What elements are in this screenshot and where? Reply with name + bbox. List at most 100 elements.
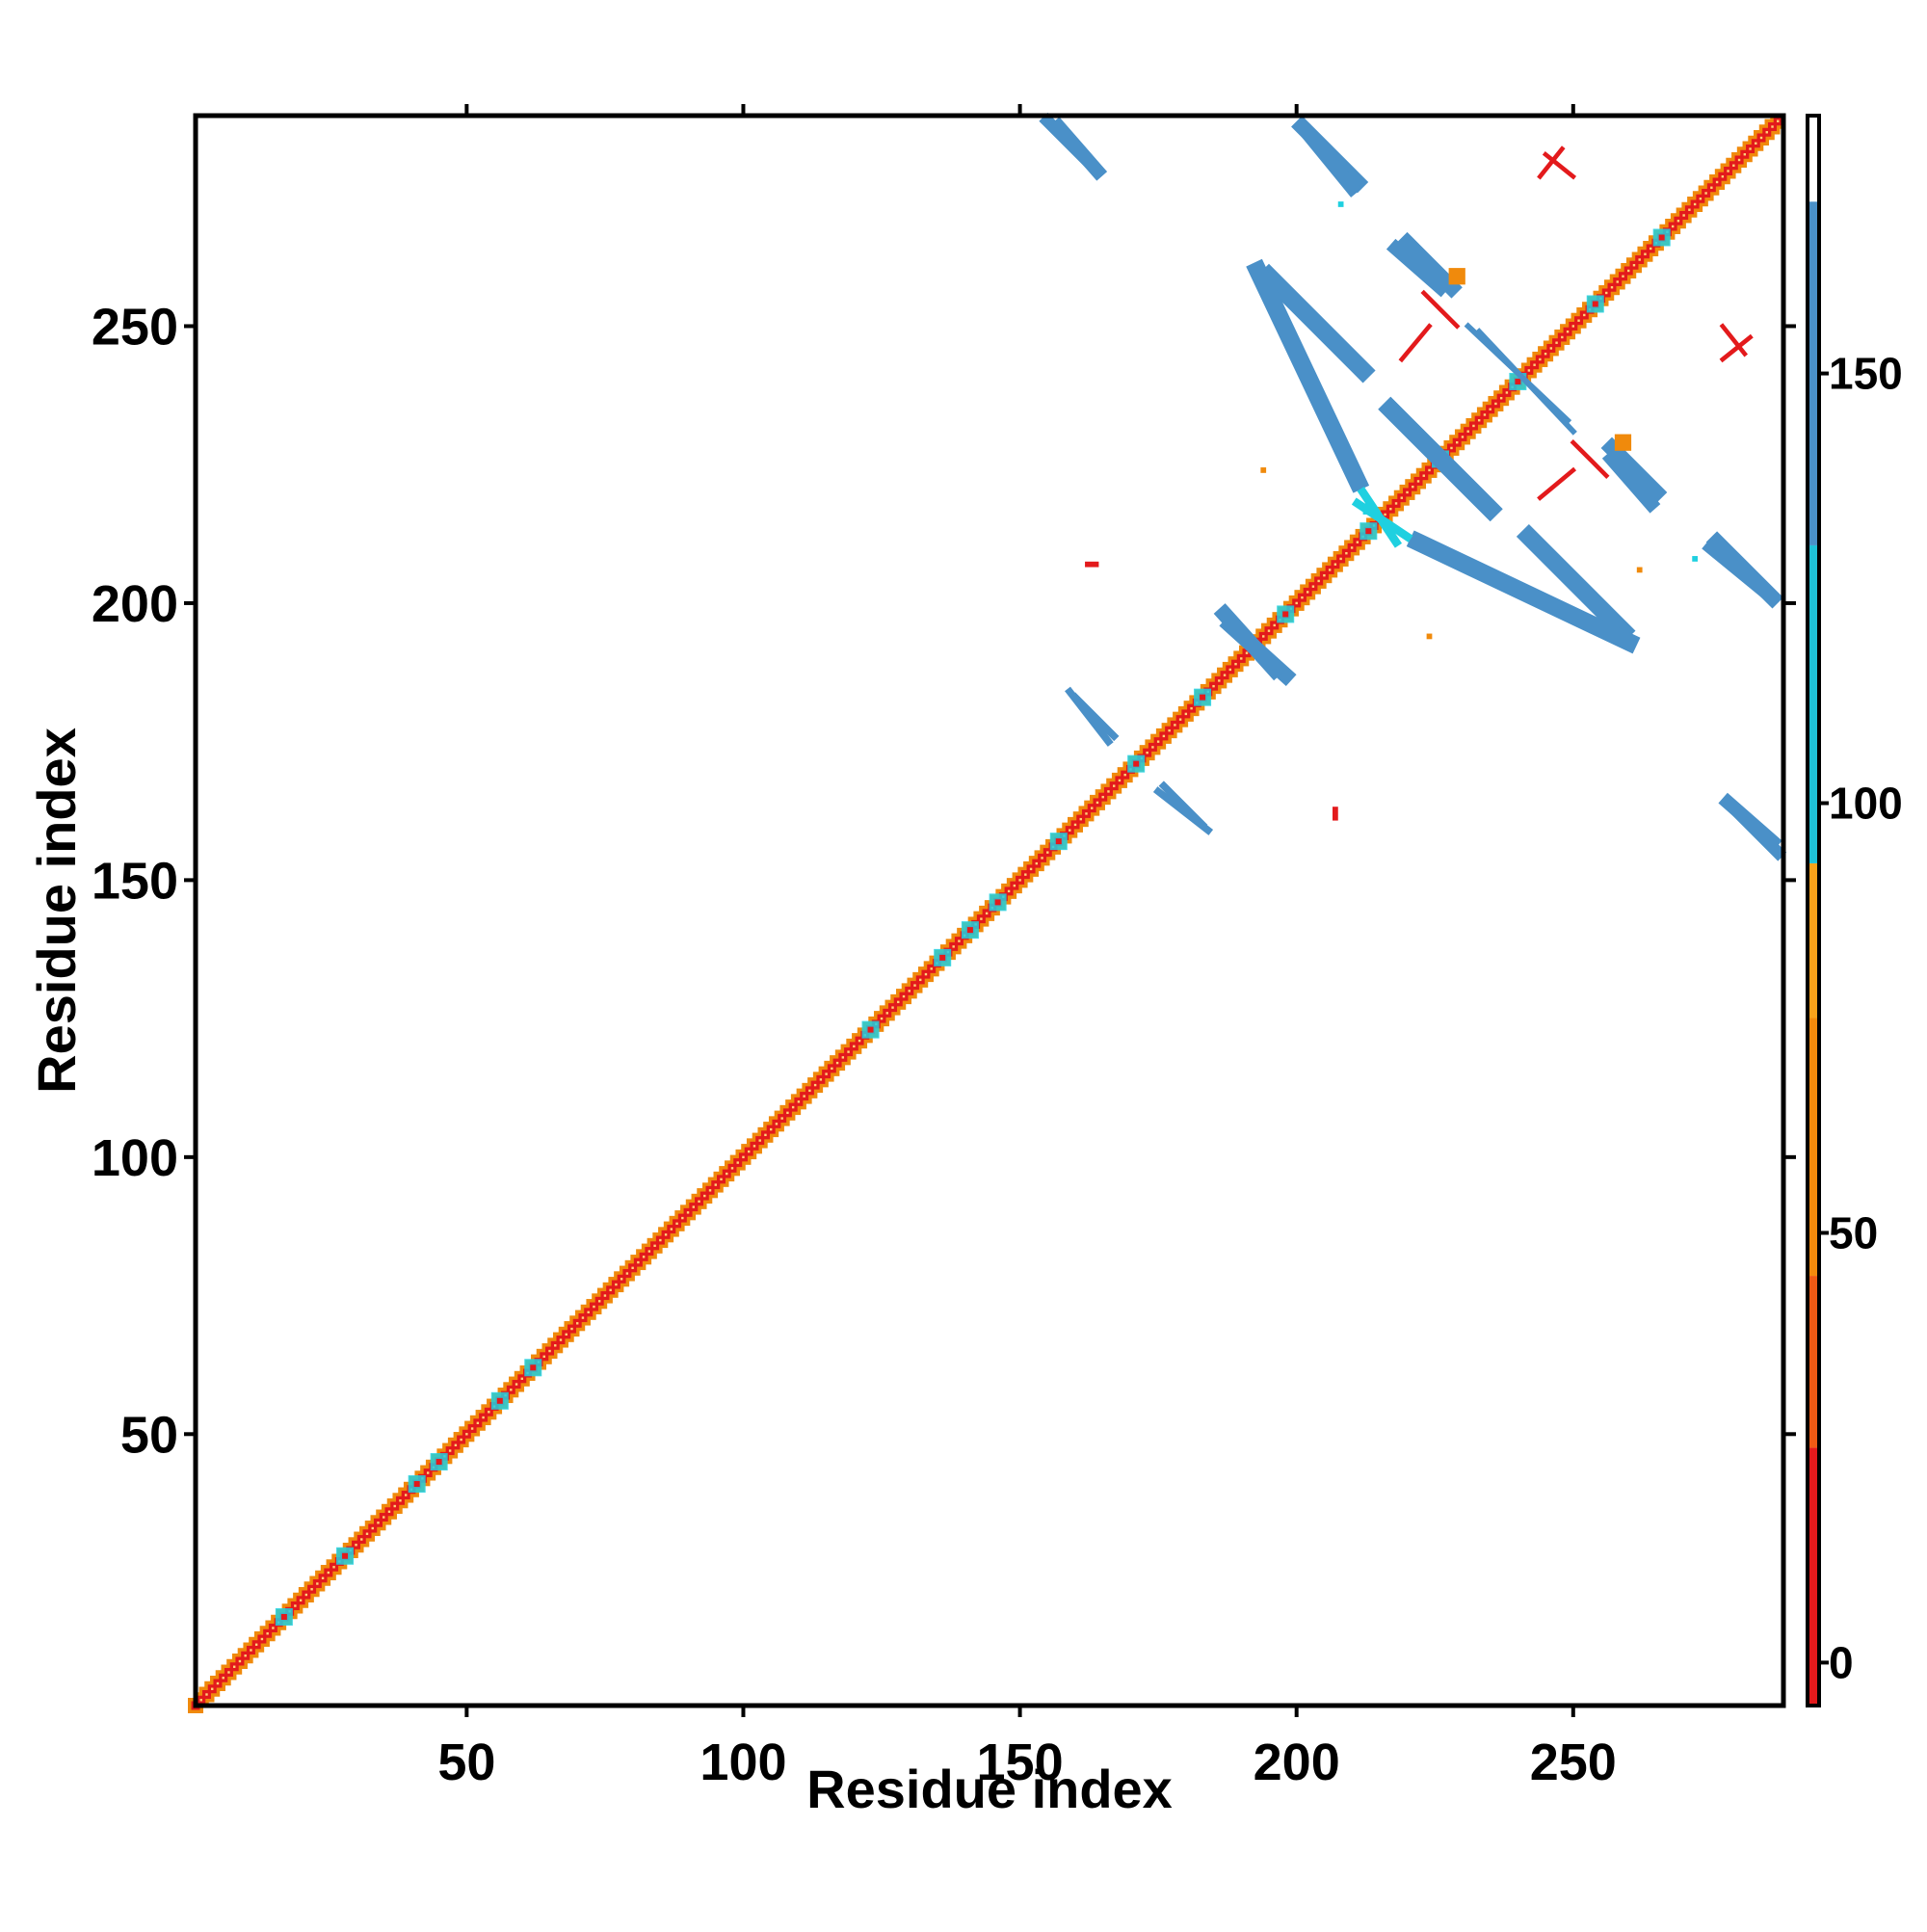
diagonal-core-cell bbox=[835, 1061, 839, 1065]
diagonal-core-cell bbox=[1046, 851, 1049, 854]
diagonal-core-cell bbox=[1732, 164, 1735, 167]
diagonal-cell bbox=[280, 1614, 287, 1621]
contact-spot bbox=[1426, 633, 1433, 640]
contact-stripe-mirror bbox=[1213, 603, 1286, 681]
diagonal-core-cell bbox=[332, 1566, 335, 1569]
diagonal-core-cell bbox=[1168, 728, 1171, 732]
diagonal-core-cell bbox=[488, 1411, 490, 1414]
diagonal-core-cell bbox=[831, 1067, 833, 1071]
diagonal-core-cell bbox=[448, 1449, 452, 1452]
diagonal-core-cell bbox=[913, 984, 916, 987]
diagonal-core-cell bbox=[1356, 541, 1359, 543]
diagonal-core-cell bbox=[1035, 861, 1039, 865]
diagonal-core-cell bbox=[698, 1200, 700, 1204]
diagonal-core-cell bbox=[1428, 468, 1431, 472]
diagonal-core-cell bbox=[1676, 220, 1680, 223]
colorbar-band bbox=[1808, 1447, 1819, 1706]
diagonal-core-cell bbox=[692, 1205, 695, 1208]
diagonal-core-cell bbox=[299, 1599, 303, 1601]
diagonal-core-cell bbox=[1743, 153, 1747, 156]
diagonal-core-cell bbox=[542, 1355, 545, 1359]
diagonal-core-cell bbox=[1240, 657, 1243, 660]
diagonal-core-cell bbox=[1101, 795, 1104, 799]
diagonal-core-cell bbox=[476, 1421, 480, 1424]
colorbar-band bbox=[1808, 201, 1819, 545]
diagonal-core-cell bbox=[1450, 446, 1453, 450]
diagonal-cell bbox=[994, 899, 1001, 906]
diagonal-core-cell bbox=[897, 1000, 900, 1004]
diagonal-core-cell bbox=[482, 1416, 485, 1419]
diagonal-core-cell bbox=[426, 1471, 430, 1474]
diagonal-core-cell bbox=[1267, 629, 1271, 632]
diagonal-core-cell bbox=[205, 1693, 208, 1696]
diagonal-core-cell bbox=[1483, 413, 1487, 416]
contact-stripe bbox=[1537, 466, 1577, 501]
diagonal-core-cell bbox=[232, 1665, 236, 1668]
diagonal-cell bbox=[413, 1481, 420, 1488]
diagonal-core-cell bbox=[752, 1145, 756, 1148]
diagonal-cell bbox=[966, 927, 973, 934]
diagonal-core-cell bbox=[377, 1522, 380, 1524]
diagonal-core-cell bbox=[819, 1078, 823, 1081]
y-tick-label: 250 bbox=[92, 298, 178, 356]
diagonal-core-cell bbox=[1649, 247, 1652, 251]
diagonal-core-cell bbox=[1622, 275, 1624, 278]
diagonal-core-cell bbox=[1190, 706, 1193, 710]
diagonal-core-cell bbox=[1627, 269, 1630, 273]
diagonal-core-cell bbox=[1771, 125, 1774, 128]
diagonal-core-cell bbox=[1539, 357, 1542, 361]
diagonal-core-cell bbox=[1644, 252, 1647, 255]
diagonal-core-cell bbox=[653, 1244, 656, 1248]
diagonal-core-cell bbox=[597, 1300, 601, 1303]
diagonal-core-cell bbox=[1018, 879, 1021, 882]
diagonal-core-cell bbox=[659, 1238, 662, 1242]
diagonal-core-cell bbox=[576, 1322, 579, 1325]
x-tick-label: 200 bbox=[1254, 1734, 1340, 1791]
diagonal-core-cell bbox=[1112, 784, 1116, 787]
y-tick-label: 200 bbox=[92, 575, 178, 633]
diagonal-core-cell bbox=[1577, 319, 1580, 322]
diagonal-core-cell bbox=[1306, 591, 1309, 594]
diagonal-cell bbox=[1282, 611, 1289, 618]
diagonal-core-cell bbox=[803, 1095, 805, 1098]
diagonal-core-cell bbox=[1118, 779, 1122, 782]
diagonal-core-cell bbox=[260, 1637, 264, 1641]
y-axis-label: Residue index bbox=[26, 728, 87, 1094]
diagonal-core-cell bbox=[1727, 170, 1729, 172]
diagonal-cell bbox=[1658, 234, 1665, 241]
diagonal-core-cell bbox=[930, 967, 933, 970]
contact-spot bbox=[1333, 807, 1338, 821]
diagonal-core-cell bbox=[791, 1105, 795, 1109]
diagonal-core-cell bbox=[1350, 546, 1354, 549]
diagonal-core-cell bbox=[1416, 480, 1420, 483]
contact-stripe bbox=[1152, 786, 1214, 835]
contact-stripe bbox=[1719, 333, 1754, 363]
x-tick-label: 50 bbox=[437, 1734, 495, 1791]
diagonal-core-cell bbox=[1505, 391, 1509, 394]
diagonal-core-cell bbox=[238, 1659, 242, 1663]
diagonal-core-cell bbox=[1737, 158, 1741, 162]
contact-stripe-mirror bbox=[1398, 323, 1433, 363]
diagonal-core-cell bbox=[1245, 651, 1249, 654]
diagonal-cell bbox=[1592, 301, 1598, 307]
diagonal-core-cell bbox=[603, 1294, 607, 1297]
x-tick-label: 100 bbox=[700, 1734, 786, 1791]
x-axis-label: Residue index bbox=[806, 1759, 1173, 1819]
diagonal-core-cell bbox=[1555, 341, 1558, 344]
diagonal-core-cell bbox=[670, 1228, 673, 1231]
diagonal-core-cell bbox=[1456, 440, 1459, 444]
diagonal-core-cell bbox=[405, 1494, 408, 1496]
diagonal-core-cell bbox=[272, 1627, 275, 1629]
diagonal-core-cell bbox=[365, 1532, 369, 1535]
diagonal-core-cell bbox=[383, 1516, 385, 1519]
diagonal-core-cell bbox=[1073, 823, 1077, 827]
diagonal-core-cell bbox=[1333, 563, 1337, 566]
diagonal-core-cell bbox=[1311, 585, 1315, 588]
diagonal-core-cell bbox=[620, 1278, 623, 1281]
x-tick-label: 250 bbox=[1530, 1734, 1617, 1791]
diagonal-core-cell bbox=[985, 912, 989, 915]
diagonal-core-cell bbox=[1632, 264, 1636, 267]
diagonal-core-cell bbox=[1549, 347, 1553, 350]
